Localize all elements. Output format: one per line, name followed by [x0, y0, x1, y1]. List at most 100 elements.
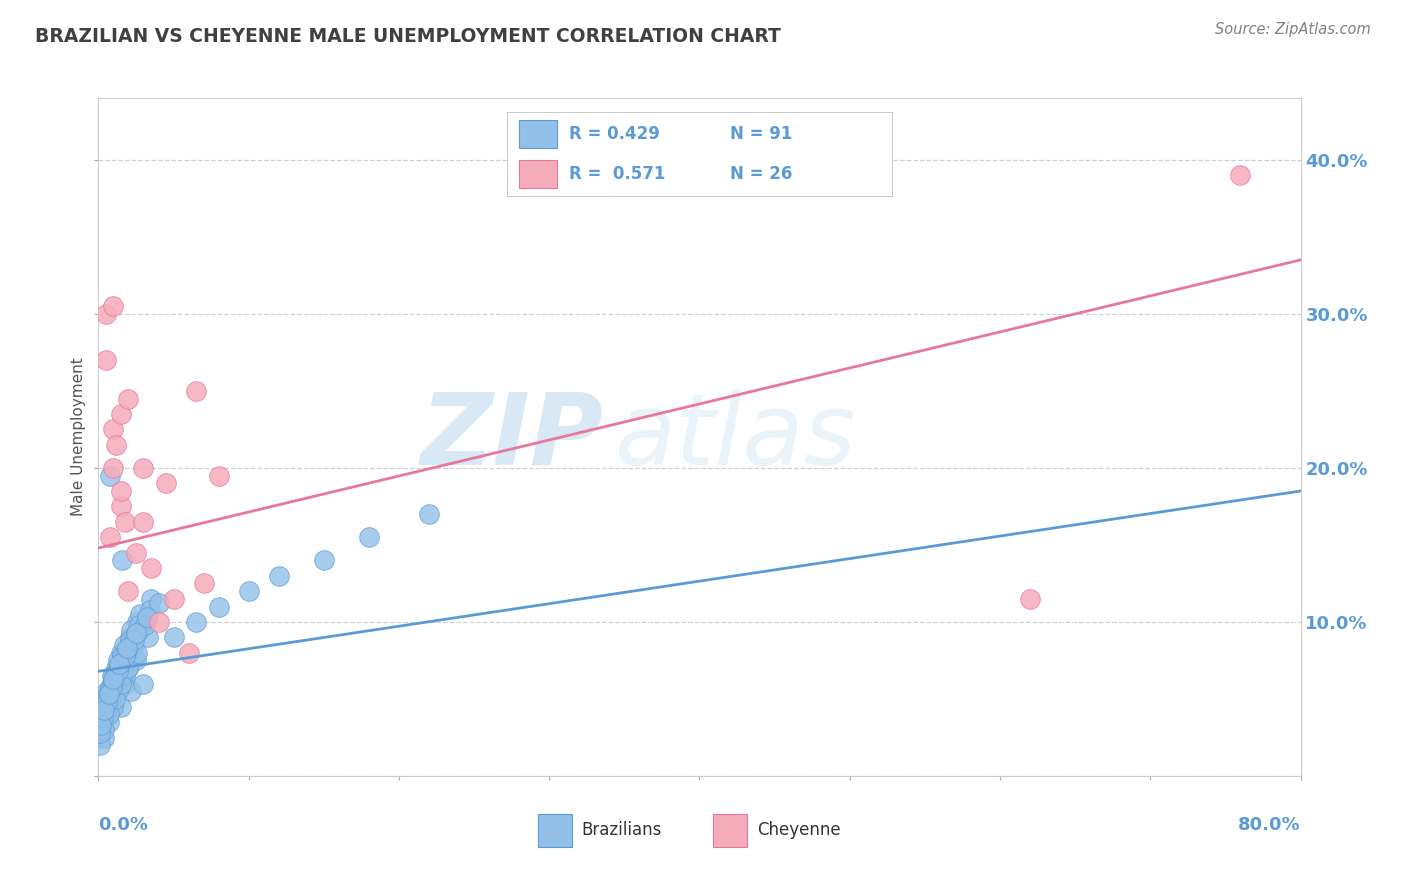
Point: [91, 710, 114, 724]
Point: [103, 299, 125, 313]
Point: [125, 546, 148, 560]
Point: [135, 610, 157, 624]
Point: [115, 642, 138, 657]
Point: [104, 692, 127, 706]
Point: [103, 699, 125, 714]
Point: [91, 707, 114, 722]
Text: 80.0%: 80.0%: [1237, 816, 1301, 834]
Point: [103, 422, 125, 436]
Point: [103, 673, 125, 688]
Point: [100, 692, 122, 706]
Point: [162, 631, 184, 645]
Point: [108, 658, 131, 673]
Point: [357, 530, 380, 544]
Point: [129, 623, 152, 637]
Point: [96, 689, 118, 703]
Point: [96, 695, 118, 709]
Point: [94, 707, 117, 722]
Point: [177, 646, 200, 660]
Point: [89, 726, 111, 740]
Point: [136, 631, 159, 645]
Point: [105, 684, 128, 698]
Point: [104, 676, 127, 690]
Point: [117, 661, 139, 675]
Point: [94, 353, 117, 368]
Point: [108, 661, 131, 675]
Point: [134, 618, 156, 632]
Point: [94, 699, 117, 714]
Point: [128, 618, 150, 632]
Point: [103, 461, 125, 475]
Point: [96, 692, 118, 706]
Point: [139, 591, 162, 606]
Point: [90, 723, 112, 737]
Point: [184, 615, 207, 629]
Point: [100, 684, 122, 698]
Point: [114, 515, 136, 529]
Point: [114, 648, 136, 663]
Point: [94, 307, 117, 321]
Text: BRAZILIAN VS CHEYENNE MALE UNEMPLOYMENT CORRELATION CHART: BRAZILIAN VS CHEYENNE MALE UNEMPLOYMENT …: [35, 27, 780, 45]
Point: [101, 676, 124, 690]
Point: [97, 687, 120, 701]
Point: [110, 500, 132, 514]
Point: [110, 483, 132, 498]
Point: [155, 476, 177, 491]
Point: [115, 641, 138, 656]
Point: [89, 738, 111, 752]
Point: [132, 461, 155, 475]
Point: [135, 612, 157, 626]
Point: [129, 607, 152, 622]
Point: [105, 661, 128, 675]
Point: [97, 715, 120, 730]
Point: [110, 699, 132, 714]
Point: [90, 710, 112, 724]
Point: [91, 715, 114, 730]
Point: [108, 657, 131, 671]
Point: [132, 676, 155, 690]
Point: [93, 703, 115, 717]
Point: [93, 723, 115, 737]
Point: [114, 669, 136, 683]
Point: [111, 553, 134, 567]
Point: [124, 633, 146, 648]
Point: [105, 665, 128, 679]
Point: [94, 695, 117, 709]
Point: [138, 602, 160, 616]
Point: [208, 468, 231, 483]
Point: [110, 676, 132, 690]
Point: [93, 731, 115, 745]
Point: [107, 653, 129, 667]
Point: [97, 707, 120, 722]
Point: [117, 392, 139, 406]
Text: Source: ZipAtlas.com: Source: ZipAtlas.com: [1215, 22, 1371, 37]
Point: [111, 648, 134, 663]
Point: [162, 591, 184, 606]
Point: [184, 384, 207, 398]
Point: [208, 599, 231, 614]
Point: [107, 684, 129, 698]
Point: [267, 568, 290, 582]
Point: [112, 646, 135, 660]
Point: [110, 407, 132, 421]
Point: [193, 576, 215, 591]
Point: [101, 669, 124, 683]
Text: 0.0%: 0.0%: [98, 816, 149, 834]
Point: [103, 669, 125, 683]
Point: [139, 561, 162, 575]
Point: [103, 672, 125, 686]
Point: [1229, 168, 1251, 182]
Point: [91, 704, 114, 718]
Point: [112, 638, 135, 652]
Point: [124, 638, 146, 652]
Point: [238, 584, 260, 599]
Point: [96, 684, 118, 698]
Point: [117, 653, 139, 667]
Point: [117, 584, 139, 599]
Point: [148, 597, 170, 611]
Point: [114, 676, 136, 690]
Point: [107, 665, 129, 679]
Point: [90, 718, 112, 732]
Point: [118, 633, 141, 648]
Point: [101, 680, 124, 694]
